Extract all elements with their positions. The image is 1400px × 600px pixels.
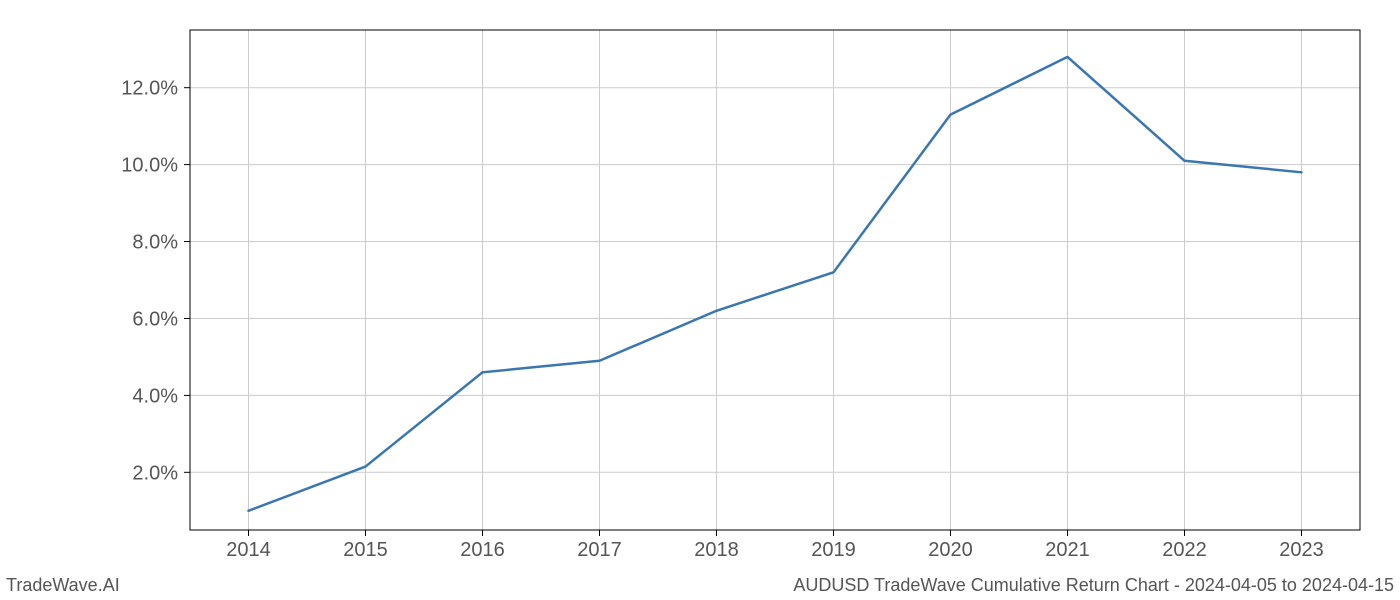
svg-text:6.0%: 6.0% — [132, 308, 178, 330]
footer-caption: AUDUSD TradeWave Cumulative Return Chart… — [793, 575, 1394, 596]
svg-text:2017: 2017 — [577, 539, 622, 561]
svg-text:2021: 2021 — [1045, 539, 1090, 561]
svg-text:8.0%: 8.0% — [132, 232, 178, 254]
svg-text:10.0%: 10.0% — [121, 155, 178, 177]
chart-container: 2014 2015 2016 2017 2018 2019 2020 2021 2022 2023… — [0, 0, 1400, 600]
svg-text:2016: 2016 — [460, 539, 505, 561]
svg-text:2023: 2023 — [1279, 539, 1324, 561]
line-chart: 2014 2015 2016 2017 2018 2019 2020 2021 2022 2023… — [0, 0, 1400, 600]
svg-text:4.0%: 4.0% — [132, 385, 178, 407]
svg-text:2.0%: 2.0% — [132, 462, 178, 484]
svg-text:12.0%: 12.0% — [121, 78, 178, 100]
svg-text:2015: 2015 — [343, 539, 388, 561]
svg-text:2018: 2018 — [694, 539, 739, 561]
svg-text:2014: 2014 — [226, 539, 271, 561]
svg-text:2022: 2022 — [1162, 539, 1207, 561]
footer-brand: TradeWave.AI — [6, 575, 120, 596]
svg-text:2020: 2020 — [928, 539, 973, 561]
svg-text:2019: 2019 — [811, 539, 856, 561]
